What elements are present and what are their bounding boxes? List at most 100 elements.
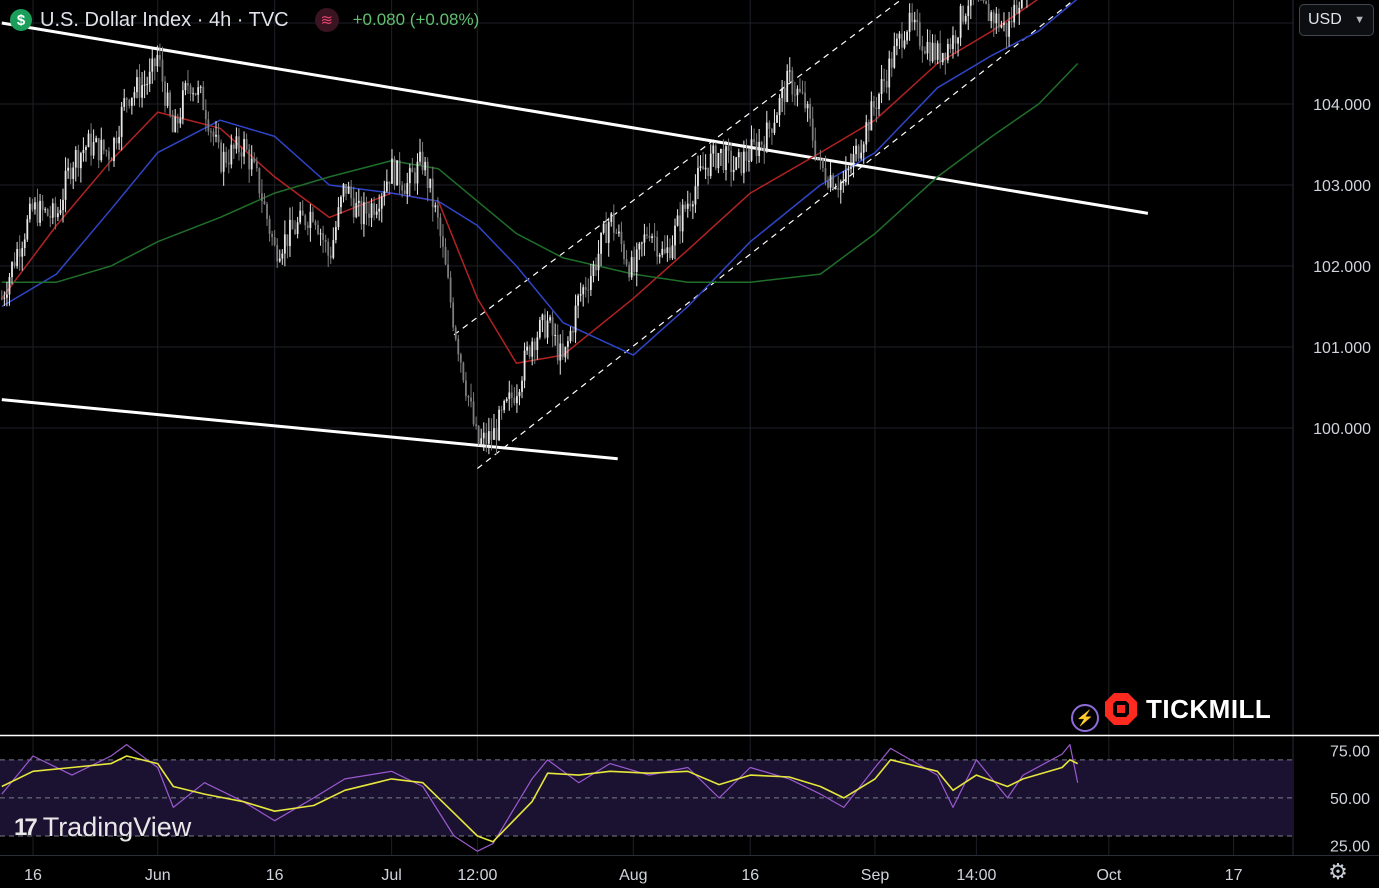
candle-body xyxy=(589,275,592,290)
candles xyxy=(0,0,1028,455)
candle-body xyxy=(141,85,143,98)
candle-body xyxy=(449,277,452,303)
candle-body xyxy=(217,134,220,143)
candle-body xyxy=(130,97,133,106)
candle-body xyxy=(837,188,840,191)
candle-body xyxy=(429,178,432,188)
candle-body xyxy=(735,157,738,170)
candle-body xyxy=(370,203,373,218)
candle-body xyxy=(911,12,914,23)
candle-body xyxy=(518,391,521,397)
candle-body xyxy=(773,122,776,133)
candle-body xyxy=(852,154,855,168)
candle-body xyxy=(753,139,755,142)
candle-body xyxy=(41,200,44,210)
candle-body xyxy=(737,152,740,158)
candle-body xyxy=(745,151,748,161)
tradingview-logo: 17 TradingView xyxy=(14,812,191,843)
candle-body xyxy=(115,137,118,144)
candle-body xyxy=(393,158,396,186)
candle-body xyxy=(906,31,908,41)
candle-body xyxy=(77,150,80,169)
candle-body xyxy=(860,152,863,159)
candle-body xyxy=(536,337,539,351)
candle-body xyxy=(100,139,103,161)
candle-body xyxy=(360,200,363,225)
candle-body xyxy=(3,297,6,299)
candle-body xyxy=(997,13,1000,28)
candle-body xyxy=(793,94,796,96)
candle-body xyxy=(470,397,472,402)
candle-body xyxy=(538,320,541,338)
wave-icon[interactable]: ≋ xyxy=(314,8,339,32)
candle-body xyxy=(51,203,54,218)
candle-body xyxy=(786,70,789,102)
candle-body xyxy=(345,183,347,194)
candle-body xyxy=(322,233,325,240)
candle-body xyxy=(822,159,824,169)
symbol-title[interactable]: U.S. Dollar Index · 4h · TVC xyxy=(40,8,289,31)
candle-body xyxy=(551,317,554,336)
candle-body xyxy=(355,203,358,218)
rsi-ma-line xyxy=(1,755,1079,843)
candle-body xyxy=(243,139,245,157)
candle-body xyxy=(791,70,794,95)
candle-body xyxy=(426,161,429,188)
candle-body xyxy=(944,52,947,61)
trendline xyxy=(1,21,1149,215)
candle-body xyxy=(74,150,77,168)
candle-body xyxy=(640,242,643,244)
candle-body xyxy=(697,167,699,187)
candle-body xyxy=(365,202,368,214)
candle-body xyxy=(699,166,702,168)
candle-body xyxy=(286,234,289,247)
candle-body xyxy=(707,167,710,177)
candle-body xyxy=(612,213,615,233)
candle-body xyxy=(21,248,24,257)
candle-body xyxy=(189,85,192,94)
candle-body xyxy=(296,222,299,235)
candle-body xyxy=(312,211,314,222)
candle-body xyxy=(605,223,608,243)
candle-body xyxy=(408,168,411,184)
candle-body xyxy=(913,19,916,23)
candle-body xyxy=(327,241,330,256)
candle-body xyxy=(123,98,126,107)
candle-body xyxy=(28,203,31,220)
price-tick-label: 101.000 xyxy=(1313,340,1371,357)
candle-body xyxy=(454,327,457,339)
candle-body xyxy=(941,52,944,63)
candle-body xyxy=(383,191,386,197)
candle-body xyxy=(419,151,421,162)
candle-body xyxy=(110,159,113,162)
candle-body xyxy=(143,84,146,86)
time-tick-label: 16 xyxy=(741,867,759,884)
candle-body xyxy=(620,231,623,245)
gear-icon[interactable]: ⚙ xyxy=(1328,859,1348,884)
candle-body xyxy=(319,233,322,235)
candle-body xyxy=(401,184,404,191)
candle-body xyxy=(702,166,704,170)
candle-body xyxy=(610,213,613,223)
candle-body xyxy=(0,298,3,300)
currency-select[interactable]: USD ▼ xyxy=(1299,4,1374,36)
dollar-icon[interactable]: $ xyxy=(10,9,32,31)
candle-body xyxy=(350,186,353,199)
candle-body xyxy=(893,45,896,68)
lightning-icon[interactable]: ⚡ xyxy=(1071,704,1099,732)
candle-body xyxy=(477,425,480,445)
candle-body xyxy=(164,81,166,106)
candle-body xyxy=(615,232,618,234)
candle-body xyxy=(597,253,600,271)
candle-body xyxy=(768,122,771,129)
candle-body xyxy=(153,58,156,67)
candle-body xyxy=(31,203,34,210)
candle-body xyxy=(985,1,988,4)
candle-body xyxy=(304,215,307,226)
candle-body xyxy=(850,167,852,169)
candle-body xyxy=(875,107,878,109)
candle-body xyxy=(666,247,669,254)
candle-body xyxy=(750,139,753,161)
